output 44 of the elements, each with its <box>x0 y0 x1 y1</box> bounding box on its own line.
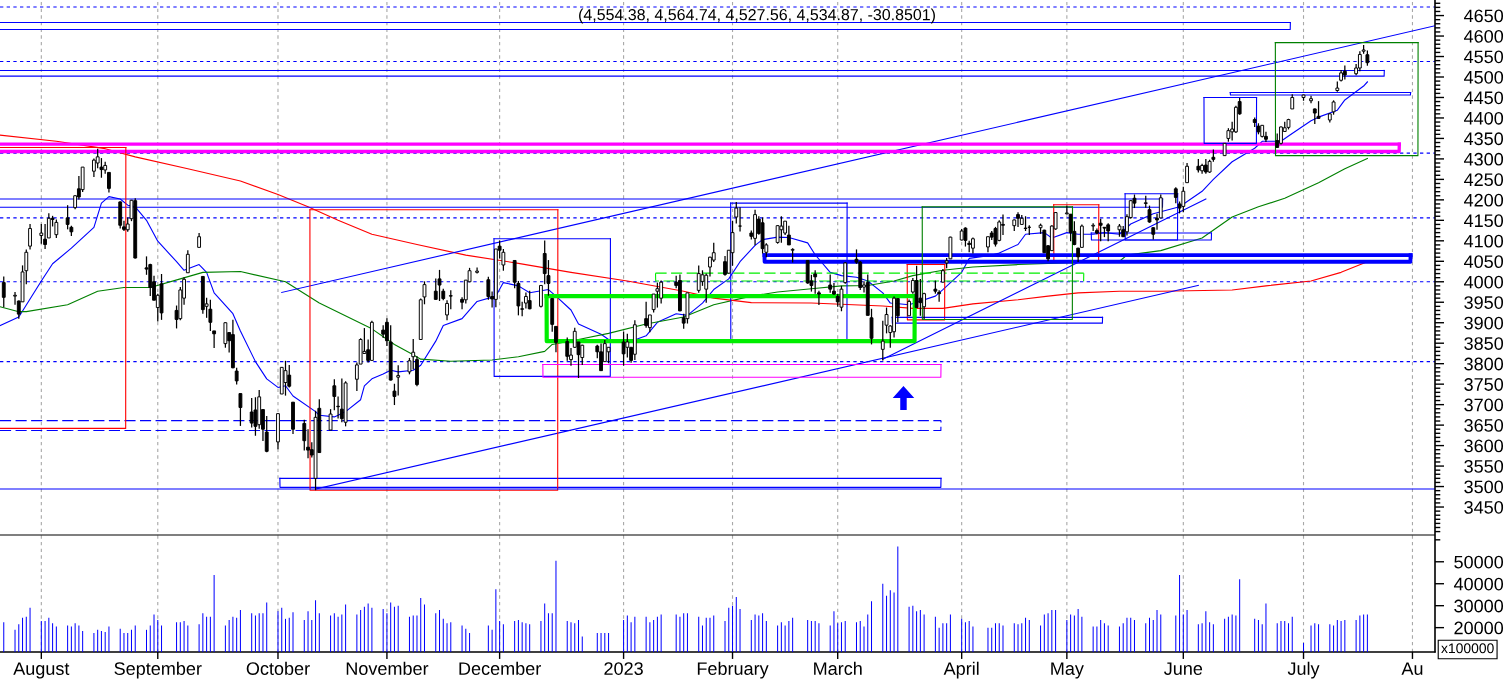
y-tick-label: 4200 <box>1464 193 1504 207</box>
y-tick-label: 3950 <box>1464 296 1504 309</box>
x-tick-label: Au <box>1401 662 1423 675</box>
y2-tick-label: 50000 <box>1454 555 1504 569</box>
y-tick-label: 4500 <box>1464 70 1504 84</box>
x-tick-label: August <box>13 662 70 679</box>
x-tick-label: September <box>114 661 202 679</box>
y-tick-label: 3650 <box>1464 419 1504 432</box>
y-tick-label: 4050 <box>1464 255 1504 269</box>
y-tick-label: 3750 <box>1464 378 1504 391</box>
x-tick-label: April <box>943 661 979 679</box>
y-tick-label: 3600 <box>1464 439 1504 453</box>
y-tick-label: 3800 <box>1464 357 1504 371</box>
y-tick-label: 3500 <box>1464 480 1504 494</box>
y-tick-label: 4550 <box>1464 50 1504 64</box>
y-tick-label: 4650 <box>1464 9 1504 23</box>
y-tick-label: 4450 <box>1464 91 1504 105</box>
y-tick-label: 3550 <box>1464 460 1504 473</box>
y2-axis-title: x100000 <box>1441 643 1494 654</box>
x-tick-label: November <box>346 661 429 675</box>
y-tick-label: 4350 <box>1464 132 1504 146</box>
text: (4,554.38, 4,564.74, 4,527.56, 4,534.87, -30.8501) <box>579 8 935 24</box>
y-tick-label: 4150 <box>1464 214 1504 228</box>
y2-tick-label: 30000 <box>1454 599 1504 613</box>
y-tick-label: 4600 <box>1464 29 1504 43</box>
y-tick-label: 4400 <box>1464 111 1504 125</box>
x-tick-label: February <box>697 661 769 679</box>
x-tick-label: October <box>246 661 310 675</box>
y2-tick-label: 40000 <box>1453 577 1504 591</box>
y2-tick-label: 20000 <box>1454 621 1504 635</box>
y-tick-label: 4250 <box>1464 173 1504 187</box>
x-tick-label: 2023 <box>604 662 643 675</box>
x-tick-label: May <box>1051 662 1084 679</box>
y-tick-label: 3850 <box>1464 337 1504 350</box>
y-tick-label: 3900 <box>1464 316 1504 330</box>
x-tick-label: June <box>1164 662 1203 675</box>
y-tick-label: 4300 <box>1464 152 1504 166</box>
y-tick-label: 3450 <box>1464 500 1504 514</box>
y-tick-label: 3700 <box>1464 398 1504 412</box>
x-tick-label: July <box>1287 661 1320 679</box>
y-tick-label: 4000 <box>1464 275 1504 289</box>
x-tick-label: March <box>814 661 862 675</box>
x-tick-label: December <box>459 661 541 675</box>
y-tick-label: 4100 <box>1464 234 1504 248</box>
